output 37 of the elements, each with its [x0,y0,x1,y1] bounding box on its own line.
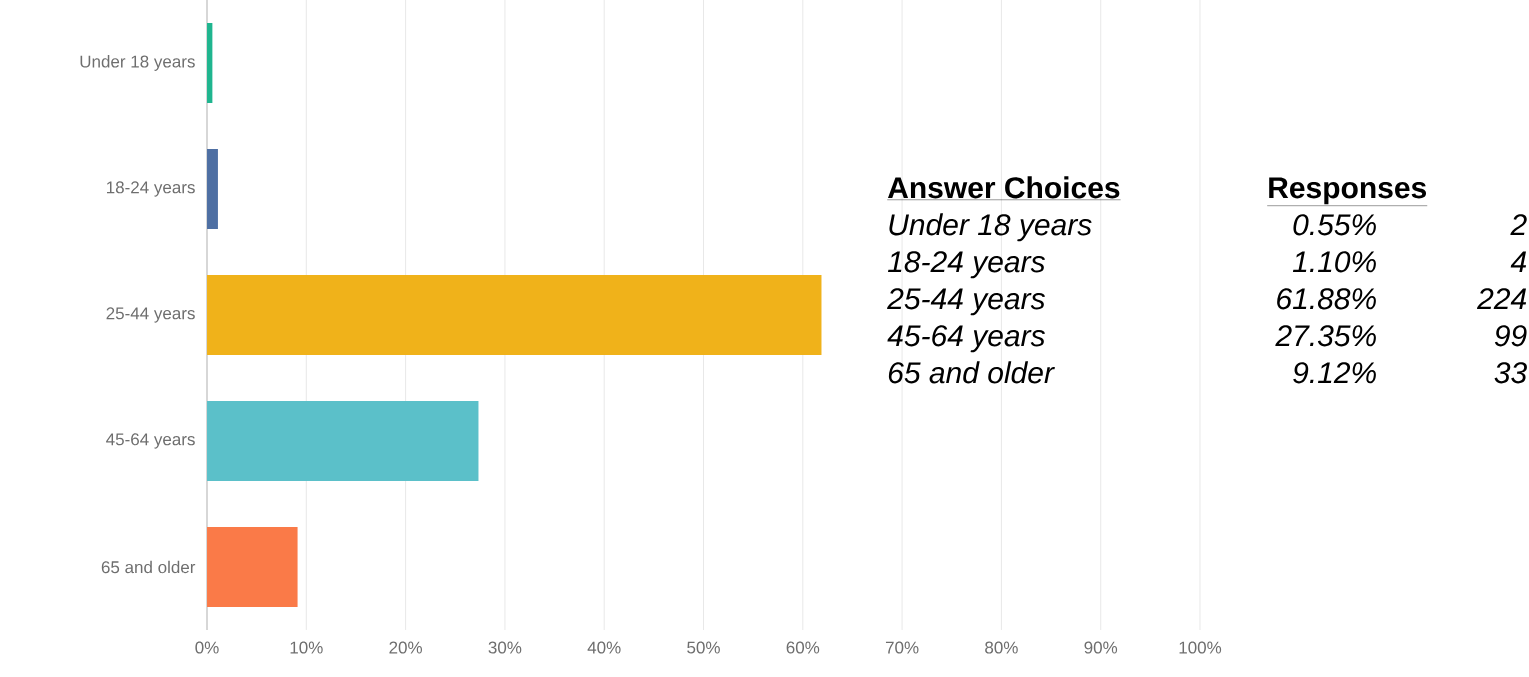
annotation: Answer Choices [887,176,1120,199]
category-label: 65 and older [888,361,1055,384]
text: Responses [1269,177,1427,205]
category-label: 18-24 years [887,251,1045,279]
y-tick-label: 25-44 years [106,307,195,323]
category-label: 45-64 years [887,325,1045,353]
x-tick-label: 80% [985,641,1018,654]
x-tick-label: 90% [1084,641,1118,654]
text: 9.12% [1293,362,1376,384]
text: 27.35% [1275,325,1376,347]
x-tick-label: 0% [195,641,219,654]
y-tick-label: Under 18 years [80,55,195,71]
x-tick-label: 10% [290,641,323,654]
data-label: 4 [1510,251,1527,273]
text: 0.55% [1293,214,1376,236]
data-label: 2 [1510,214,1527,236]
text: 1.10% [1292,251,1376,273]
y-tick-label: 65 and older [101,560,196,574]
bar [207,527,298,607]
bar [207,275,822,355]
text: 61.88% [1277,288,1376,310]
y-tick-label: 18-24 years [107,181,195,197]
bar [207,149,218,229]
x-tick-label: 70% [885,641,919,654]
category-label: 25-44 years [887,288,1045,316]
x-tick-label: 100% [1179,641,1222,654]
x-tick-label: 60% [786,641,820,654]
x-tick-label: 30% [488,641,522,654]
x-tick-label: 20% [389,641,423,654]
data-label: 99 [1494,325,1527,347]
y-tick-label: 45-64 years [106,433,195,449]
category-label: Under 18 years [889,213,1092,242]
x-tick-label: 50% [687,641,720,654]
x-tick-label: 40% [587,641,621,654]
data-label: 224 [1476,288,1527,310]
data-label: 33 [1494,362,1527,384]
bar [207,401,479,481]
